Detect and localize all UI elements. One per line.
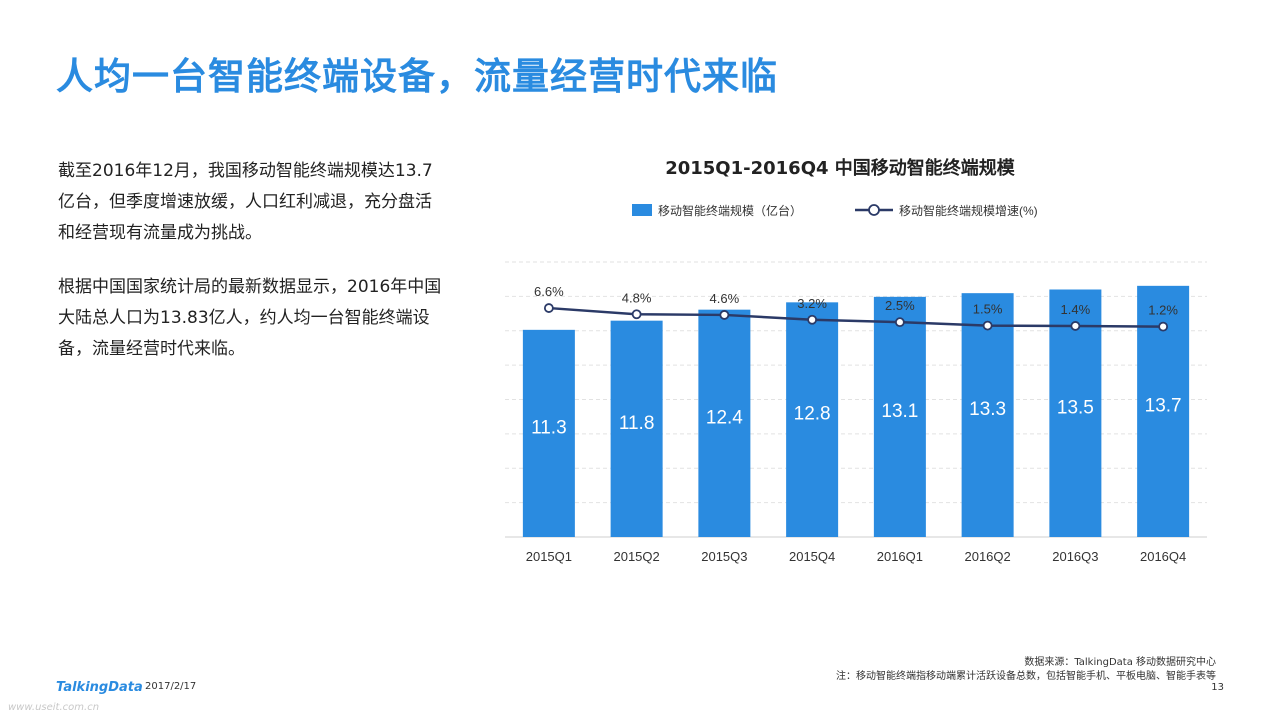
chart-title: 2015Q1-2016Q4 中国移动智能终端规模 — [665, 158, 1015, 179]
bar-value-label: 13.1 — [881, 401, 918, 422]
growth-rate-point — [894, 317, 905, 328]
description-paragraph-1: 截至2016年12月，我国移动智能终端规模达13.7亿台，但季度增速放缓，人口红… — [58, 161, 433, 243]
bar — [961, 293, 1014, 537]
watermark: www.useit.com.cn — [8, 702, 100, 713]
growth-rate-point — [543, 303, 554, 313]
bar — [522, 329, 575, 537]
bar-value-label: 12.4 — [706, 407, 743, 428]
page-title: 人均一台智能终端设备，流量经营时代来临 — [56, 55, 778, 98]
bar — [698, 309, 751, 537]
brand-logo: TalkingData — [56, 680, 143, 695]
growth-rate-point — [631, 309, 642, 320]
data-note: 注：移动智能终端指移动端累计活跃设备总数，包括智能手机、平板电脑、智能手表等 — [836, 671, 1216, 682]
legend-bar-swatch — [632, 204, 652, 216]
x-tick-label: 2016Q3 — [1052, 549, 1098, 564]
footer-date: 2017/2/17 — [145, 681, 197, 692]
bar — [786, 302, 839, 537]
legend-line-label: 移动智能终端规模增速(%) — [899, 203, 1038, 218]
growth-rate-label: 3.2% — [797, 296, 827, 311]
page-number: 13 — [1211, 682, 1224, 693]
legend-line-marker — [868, 204, 880, 216]
x-tick-label: 2015Q3 — [701, 549, 747, 564]
bar-value-label: 11.8 — [619, 413, 655, 434]
x-tick-label: 2016Q2 — [964, 549, 1010, 564]
x-tick-label: 2015Q4 — [789, 549, 835, 564]
x-tick-label: 2016Q4 — [1140, 549, 1186, 564]
bar-value-label: 13.3 — [969, 399, 1006, 420]
growth-rate-line — [548, 306, 1164, 328]
x-tick-label: 2015Q1 — [526, 549, 572, 564]
x-tick-label: 2016Q1 — [877, 549, 923, 564]
bar-value-label: 11.3 — [531, 417, 567, 438]
bar — [873, 296, 926, 537]
bar-value-label: 12.8 — [794, 404, 831, 425]
growth-rate-label: 6.6% — [534, 284, 564, 299]
bar-value-label: 13.7 — [1145, 395, 1182, 416]
bar-value-label: 13.5 — [1057, 397, 1094, 418]
description-paragraph-2: 根据中国国家统计局的最新数据显示，2016年中国大陆总人口为13.83亿人，约人… — [58, 277, 442, 359]
growth-rate-point — [1158, 321, 1169, 332]
growth-rate-label: 1.2% — [1148, 303, 1178, 318]
bar — [610, 320, 663, 537]
growth-rate-label: 1.4% — [1061, 302, 1091, 317]
growth-rate-point — [719, 310, 730, 320]
growth-rate-point — [1070, 321, 1081, 331]
growth-rate-label: 1.5% — [973, 302, 1003, 317]
growth-rate-point — [982, 320, 993, 331]
growth-rate-point — [807, 314, 818, 325]
growth-rate-label: 4.6% — [710, 291, 740, 306]
growth-rate-label: 4.8% — [622, 290, 652, 305]
growth-rate-label: 2.5% — [885, 298, 915, 313]
legend-bar-label: 移动智能终端规模（亿台） — [658, 203, 802, 218]
x-tick-label: 2015Q2 — [613, 549, 659, 564]
data-source: 数据来源：TalkingData 移动数据研究中心 — [1024, 657, 1216, 668]
